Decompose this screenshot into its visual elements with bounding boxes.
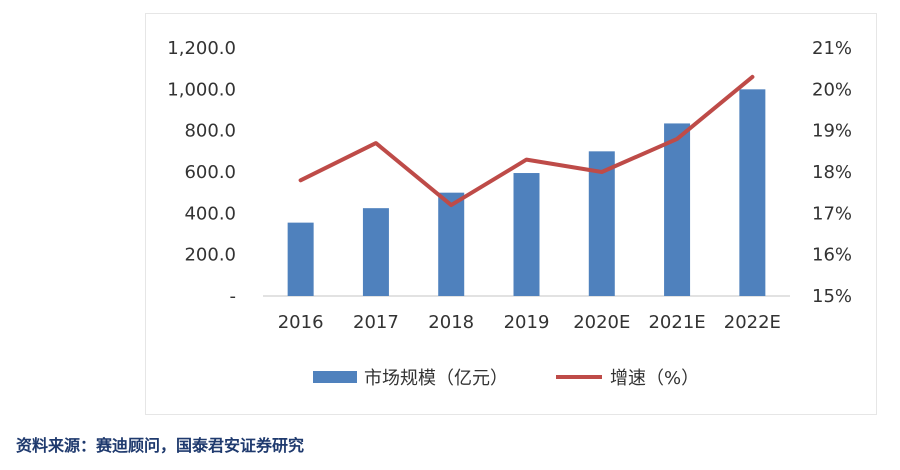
right-tick-label: 17%: [812, 203, 852, 224]
bar: [438, 192, 465, 296]
right-tick-label: 18%: [812, 162, 852, 183]
category-label: 2020E: [573, 312, 630, 333]
legend-line-label: 增速（%）: [610, 368, 699, 389]
left-tick-label: -: [230, 286, 237, 307]
right-tick-label: 15%: [812, 286, 852, 307]
left-axis-ticks: - 200.0 400.0 600.0 800.0 1,000.0 1,200.0: [167, 38, 236, 307]
category-label: 2019: [504, 312, 550, 333]
bar: [513, 173, 540, 296]
left-tick-label: 400.0: [184, 203, 236, 224]
right-tick-label: 19%: [812, 121, 852, 142]
bar: [664, 123, 691, 296]
left-tick-label: 800.0: [184, 121, 236, 142]
left-tick-label: 1,000.0: [167, 79, 236, 100]
legend-bar-swatch: [313, 371, 357, 383]
category-label: 2016: [278, 312, 324, 333]
bar: [588, 151, 615, 296]
category-label: 2018: [428, 312, 474, 333]
source-note: 资料来源：赛迪顾问，国泰君安证券研究: [16, 436, 305, 455]
right-tick-label: 20%: [812, 79, 852, 100]
legend: 市场规模（亿元） 增速（%）: [313, 368, 699, 389]
left-tick-label: 200.0: [184, 245, 236, 266]
legend-bar-label: 市场规模（亿元）: [364, 368, 508, 389]
left-tick-label: 600.0: [184, 162, 236, 183]
bar: [362, 208, 389, 296]
bar: [287, 222, 314, 296]
right-tick-label: 16%: [812, 245, 852, 266]
category-label: 2022E: [724, 312, 781, 333]
bar-series: [287, 89, 766, 296]
right-tick-label: 21%: [812, 38, 852, 59]
category-labels: 2016 2017 2018 2019 2020E 2021E 2022E: [278, 312, 781, 333]
left-tick-label: 1,200.0: [167, 38, 236, 59]
category-label: 2021E: [648, 312, 705, 333]
right-axis-ticks: 15% 16% 17% 18% 19% 20% 21%: [812, 38, 852, 307]
line-series: [298, 74, 755, 208]
bar: [739, 89, 766, 296]
category-label: 2017: [353, 312, 399, 333]
